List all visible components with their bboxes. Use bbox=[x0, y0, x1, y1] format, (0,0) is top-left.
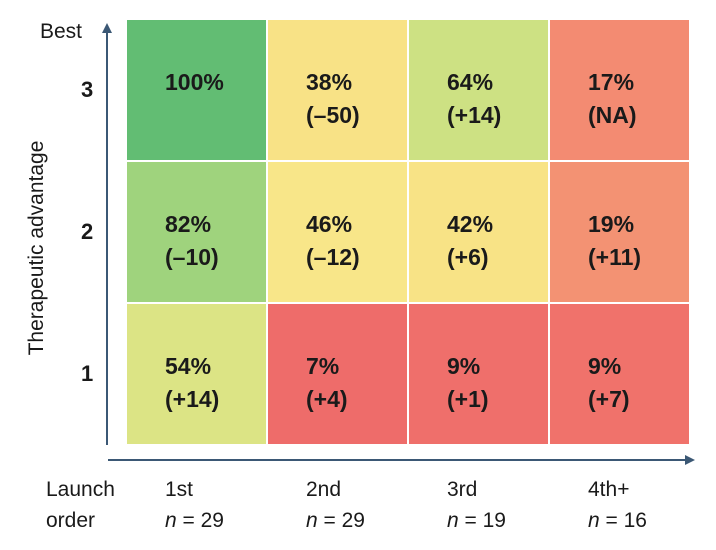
x-tick-label: 4th+ bbox=[588, 478, 629, 501]
x-tick-sample-size: n = 16 bbox=[588, 509, 647, 532]
x-tick-sample-size: n = 19 bbox=[447, 509, 506, 532]
y-tick-label: 2 bbox=[81, 219, 93, 244]
cell-change-label: (+14) bbox=[447, 102, 501, 128]
heatmap-cell-r3-3rd bbox=[409, 20, 548, 160]
heatmap-cell-r1-2nd bbox=[268, 304, 407, 444]
cell-change-label: (–50) bbox=[306, 102, 360, 128]
heatmap-cell-r1-4th+ bbox=[550, 304, 689, 444]
x-tick-sample-size: n = 29 bbox=[306, 509, 365, 532]
cell-value-label: 9% bbox=[447, 353, 480, 379]
cell-change-label: (+4) bbox=[306, 386, 348, 412]
cell-value-label: 46% bbox=[306, 211, 352, 237]
cell-value-label: 38% bbox=[306, 69, 352, 95]
heatmap-cell-r2-2nd bbox=[268, 162, 407, 302]
heatmap-cell-r3-2nd bbox=[268, 20, 407, 160]
cell-value-label: 42% bbox=[447, 211, 493, 237]
y-axis-top-label: Best bbox=[40, 20, 82, 43]
cell-value-label: 54% bbox=[165, 353, 211, 379]
x-tick-sample-size: n = 29 bbox=[165, 509, 224, 532]
cell-change-label: (+7) bbox=[588, 386, 630, 412]
cell-value-label: 7% bbox=[306, 353, 339, 379]
cell-value-label: 19% bbox=[588, 211, 634, 237]
cell-change-label: (NA) bbox=[588, 102, 637, 128]
heatmap-cell-r1-1st bbox=[127, 304, 266, 444]
heatmap-cell-r3-4th+ bbox=[550, 20, 689, 160]
cell-value-label: 17% bbox=[588, 69, 634, 95]
cell-value-label: 82% bbox=[165, 211, 211, 237]
y-tick-label: 3 bbox=[81, 77, 93, 102]
cell-change-label: (–10) bbox=[165, 244, 219, 270]
heatmap-cell-r2-4th+ bbox=[550, 162, 689, 302]
cell-change-label: (+11) bbox=[588, 244, 641, 270]
heatmap-cell-r1-3rd bbox=[409, 304, 548, 444]
cell-value-label: 9% bbox=[588, 353, 621, 379]
cell-change-label: (+14) bbox=[165, 386, 219, 412]
heatmap-cell-r3-1st bbox=[127, 20, 266, 160]
heatmap-cell-r2-1st bbox=[127, 162, 266, 302]
x-tick-label: 2nd bbox=[306, 478, 341, 501]
cell-change-label: (+1) bbox=[447, 386, 489, 412]
heatmap-cell-r2-3rd bbox=[409, 162, 548, 302]
cell-value-label: 100% bbox=[165, 69, 224, 95]
y-tick-label: 1 bbox=[81, 361, 93, 386]
y-axis-label: Therapeutic advantage bbox=[25, 141, 48, 356]
x-tick-label: 3rd bbox=[447, 478, 477, 501]
x-tick-label: 1st bbox=[165, 478, 193, 501]
x-axis-label-line-1: Launch bbox=[46, 478, 115, 501]
x-axis-label-line-2: order bbox=[46, 509, 95, 532]
cell-change-label: (+6) bbox=[447, 244, 489, 270]
cell-change-label: (–12) bbox=[306, 244, 360, 270]
cell-value-label: 64% bbox=[447, 69, 493, 95]
